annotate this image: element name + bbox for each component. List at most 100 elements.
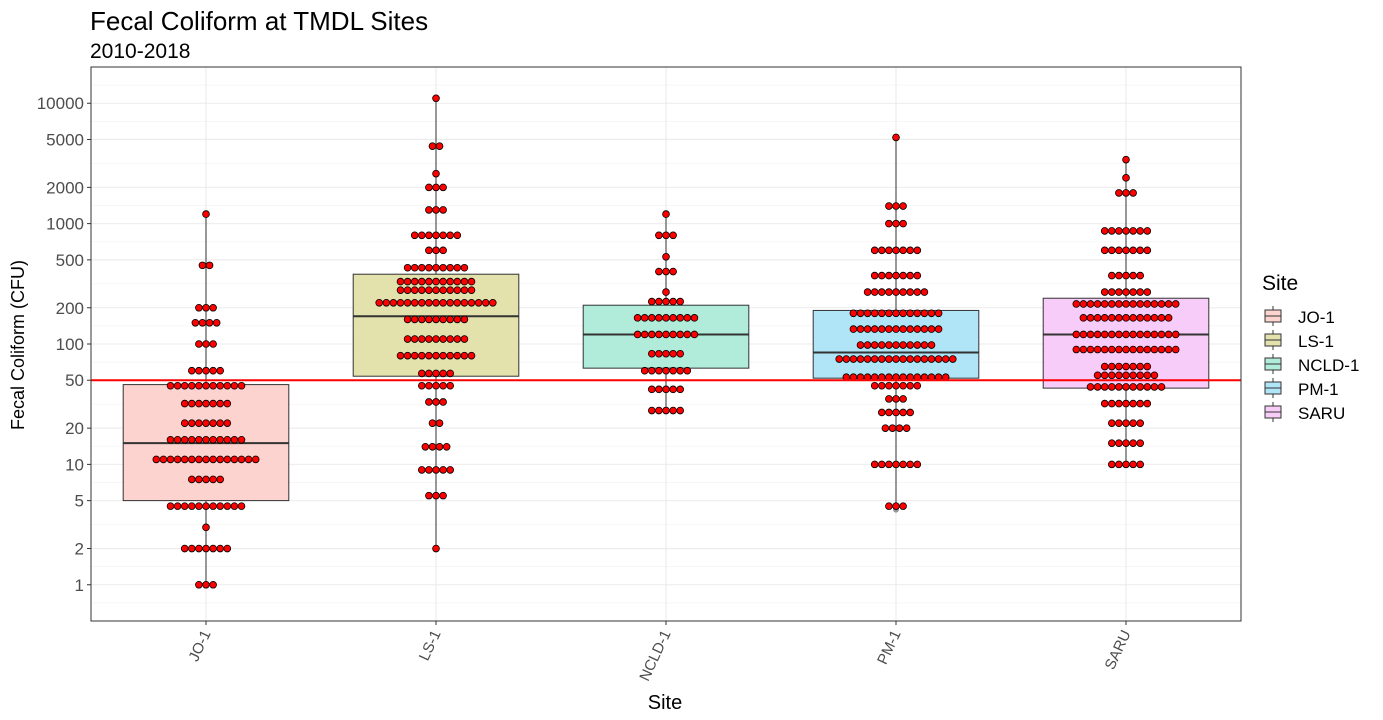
data-point: [1108, 460, 1116, 469]
data-point: [410, 277, 419, 286]
data-point: [906, 408, 914, 417]
data-point: [202, 399, 210, 408]
data-point: [230, 502, 239, 510]
data-point: [1157, 314, 1166, 322]
data-point: [647, 297, 656, 306]
data-point: [885, 502, 893, 510]
data-point: [195, 475, 203, 484]
data-point: [180, 544, 189, 553]
data-point: [1079, 300, 1088, 308]
data-point: [1136, 419, 1144, 427]
data-point: [1129, 383, 1137, 391]
data-point: [446, 231, 455, 240]
data-point: [1143, 330, 1152, 339]
data-point: [1157, 345, 1166, 354]
data-point: [1100, 345, 1109, 354]
data-point: [892, 288, 900, 296]
data-point: [439, 335, 447, 343]
data-point: [870, 341, 879, 349]
data-point: [1129, 330, 1137, 339]
data-point: [899, 355, 907, 363]
data-point: [1157, 300, 1166, 308]
data-point: [899, 309, 907, 318]
data-point: [669, 366, 677, 375]
data-point: [188, 475, 196, 484]
data-point: [244, 455, 253, 464]
data-point: [863, 309, 872, 318]
data-point: [180, 436, 189, 444]
data-point: [662, 297, 670, 306]
data-point: [1129, 300, 1137, 308]
data-point: [669, 297, 677, 306]
data-point: [1150, 314, 1159, 322]
data-point: [863, 341, 872, 349]
data-point: [432, 491, 440, 500]
data-point: [877, 381, 886, 390]
data-point: [1171, 345, 1180, 354]
data-point: [425, 398, 433, 406]
data-point: [396, 286, 405, 294]
data-point: [892, 246, 900, 255]
y-tick-label: 5000: [46, 130, 84, 149]
data-point: [439, 351, 447, 360]
data-point: [237, 381, 246, 390]
data-point: [216, 399, 225, 408]
legend-title: Site: [1262, 272, 1298, 295]
data-point: [375, 298, 384, 307]
data-point: [417, 369, 426, 378]
y-tick-label: 2: [75, 540, 84, 559]
data-point: [432, 335, 440, 343]
data-point: [877, 288, 886, 296]
data-point: [195, 366, 203, 375]
data-point: [927, 341, 936, 349]
y-tick-label: 20: [65, 419, 84, 438]
data-point: [1136, 399, 1144, 408]
data-point: [1122, 362, 1130, 371]
data-point: [1129, 371, 1137, 380]
data-point: [1086, 345, 1095, 354]
data-point: [188, 381, 196, 390]
data-point: [432, 206, 440, 214]
data-point: [180, 399, 189, 408]
data-point: [655, 330, 663, 339]
data-point: [1108, 345, 1116, 354]
data-point: [863, 288, 872, 296]
data-point: [446, 466, 455, 474]
data-point: [899, 395, 907, 403]
data-point: [902, 424, 911, 432]
data-point: [920, 355, 929, 363]
data-point: [166, 381, 175, 390]
data-point: [1129, 288, 1137, 296]
data-point: [425, 286, 433, 294]
data-point: [180, 502, 189, 510]
data-point: [690, 330, 699, 339]
data-point: [1108, 439, 1116, 447]
data-point: [159, 455, 168, 464]
data-point: [209, 455, 217, 464]
y-tick-label: 10000: [37, 94, 84, 113]
data-point: [927, 309, 936, 318]
data-point: [662, 349, 670, 358]
data-point: [1100, 330, 1109, 339]
data-point: [913, 460, 922, 469]
data-point: [913, 341, 922, 349]
data-point: [1093, 345, 1102, 354]
data-point: [173, 455, 182, 464]
data-point: [439, 381, 447, 390]
data-point: [432, 369, 440, 378]
data-point: [410, 298, 419, 307]
data-point: [1115, 399, 1123, 408]
data-point: [934, 309, 943, 318]
data-point: [439, 315, 447, 324]
data-point: [1122, 439, 1130, 447]
data-point: [1100, 300, 1109, 308]
data-point: [1093, 371, 1102, 380]
data-point: [439, 183, 447, 192]
data-point: [1108, 419, 1116, 427]
data-point: [1122, 155, 1130, 164]
data-point: [435, 142, 444, 150]
data-point: [1122, 288, 1130, 296]
data-point: [1072, 330, 1081, 339]
data-point: [676, 314, 684, 322]
